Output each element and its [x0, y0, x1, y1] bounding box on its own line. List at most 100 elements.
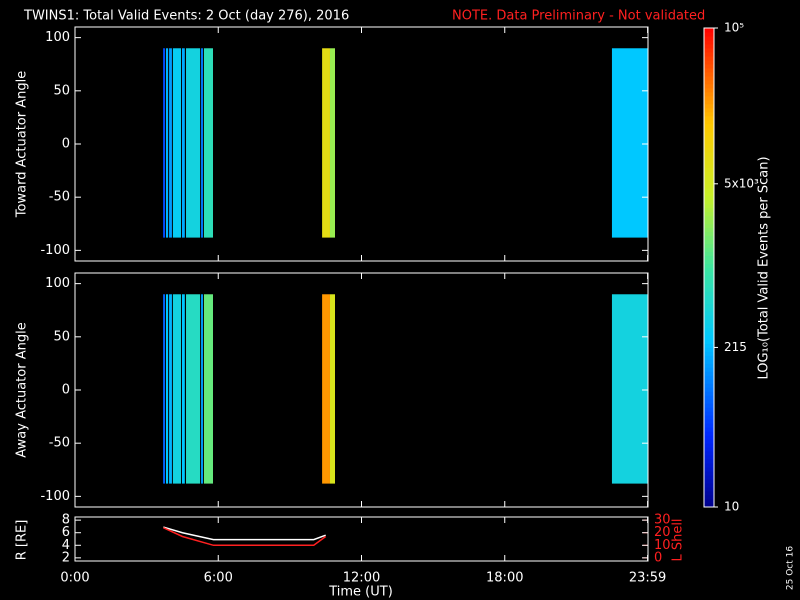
colorbar-cell: [704, 43, 714, 49]
colorbar-cell: [704, 331, 714, 336]
colorbar-cell: [704, 303, 714, 308]
colorbar-cell: [704, 115, 714, 121]
y-label: Away Actuator Angle: [15, 322, 30, 457]
colorbar-cell: [704, 323, 714, 328]
colorbar-cell: [704, 179, 714, 185]
colorbar-cell: [704, 367, 714, 372]
colorbar-cell: [704, 419, 714, 424]
colorbar-cell: [704, 75, 714, 81]
colorbar-cell: [704, 487, 714, 492]
colorbar-cell: [704, 271, 714, 276]
colorbar-cell: [704, 199, 714, 205]
colorbar-cell: [704, 28, 714, 33]
colorbar-cell: [704, 207, 714, 213]
colorbar-cell: [704, 187, 714, 193]
colorbar-cell: [704, 451, 714, 456]
colorbar-cell: [704, 147, 714, 153]
colorbar-cell: [704, 259, 714, 265]
colorbar-cell: [704, 111, 714, 117]
colorbar-cell: [704, 223, 714, 229]
colorbar-cell: [704, 55, 714, 61]
colorbar-cell: [704, 247, 714, 253]
colorbar-cell: [704, 231, 714, 237]
stripe: [329, 294, 335, 484]
date-stamp: 25 Oct 16: [786, 546, 796, 590]
colorbar-cell: [704, 447, 714, 452]
stripe: [203, 48, 213, 238]
colorbar-cell: [704, 503, 714, 508]
y-tick-label: -50: [49, 190, 70, 205]
y-tick-label: 50: [53, 329, 70, 344]
colorbar-cell: [704, 371, 714, 376]
colorbar-cell: [704, 235, 714, 241]
colorbar-cell: [704, 71, 714, 77]
stripe: [165, 48, 169, 238]
colorbar-cell: [704, 363, 714, 368]
colorbar-cell: [704, 443, 714, 448]
panel-frame: [74, 272, 649, 508]
colorbar-cell: [704, 463, 714, 468]
colorbar-cell: [704, 175, 714, 181]
x-tick-label: 23:59: [629, 571, 666, 586]
colorbar-cell: [704, 399, 714, 404]
colorbar-cell: [704, 95, 714, 101]
colorbar-cell: [704, 203, 714, 209]
colorbar-cell: [704, 31, 714, 37]
colorbar-cell: [704, 355, 714, 360]
colorbar-cell: [704, 127, 714, 133]
colorbar-cell: [704, 155, 714, 161]
colorbar-cell: [704, 215, 714, 221]
y-tick-label: 100: [45, 30, 70, 45]
colorbar-cell: [704, 295, 714, 300]
stripe: [186, 48, 201, 238]
stripe: [201, 48, 203, 238]
colorbar-cell: [704, 359, 714, 364]
colorbar-cell: [704, 131, 714, 137]
stripe: [165, 294, 169, 484]
stripe: [201, 294, 203, 484]
colorbar-tick-label: 10⁵: [724, 21, 744, 35]
stripe: [611, 294, 648, 484]
colorbar-cell: [704, 191, 714, 197]
colorbar-cell: [704, 411, 714, 416]
stripe: [203, 294, 213, 484]
stripe: [181, 48, 185, 238]
colorbar-cell: [704, 227, 714, 233]
colorbar-cell: [704, 119, 714, 125]
colorbar-cell: [704, 391, 714, 396]
colorbar-cell: [704, 67, 714, 73]
colorbar-cell: [704, 435, 714, 440]
colorbar-cell: [704, 263, 714, 268]
colorbar-cell: [704, 343, 714, 348]
colorbar-cell: [704, 455, 714, 460]
colorbar-cell: [704, 47, 714, 53]
colorbar-cell: [704, 287, 714, 292]
colorbar-cell: [704, 63, 714, 69]
colorbar-cell: [704, 99, 714, 105]
colorbar-cell: [704, 319, 714, 324]
colorbar-cell: [704, 383, 714, 388]
colorbar-cell: [704, 327, 714, 332]
stripe: [172, 294, 182, 484]
colorbar-cell: [704, 159, 714, 165]
y-label: Toward Actuator Angle: [15, 71, 30, 218]
colorbar-cell: [704, 395, 714, 400]
colorbar-cell: [704, 211, 714, 217]
colorbar-cell: [704, 439, 714, 444]
colorbar-tick-label: 10: [724, 500, 739, 514]
colorbar-cell: [704, 479, 714, 484]
series-line: [163, 527, 327, 547]
colorbar-cell: [704, 403, 714, 408]
x-tick-label: 0:00: [60, 571, 89, 586]
y-tick-label: 0: [62, 383, 70, 398]
colorbar-cell: [704, 315, 714, 320]
colorbar-cell: [704, 475, 714, 480]
colorbar-tick-label: 5x10³: [724, 176, 759, 190]
colorbar-cell: [704, 255, 714, 261]
stripe: [169, 294, 172, 484]
series-line: [163, 526, 326, 541]
colorbar-cell: [704, 467, 714, 472]
colorbar-cell: [704, 59, 714, 65]
